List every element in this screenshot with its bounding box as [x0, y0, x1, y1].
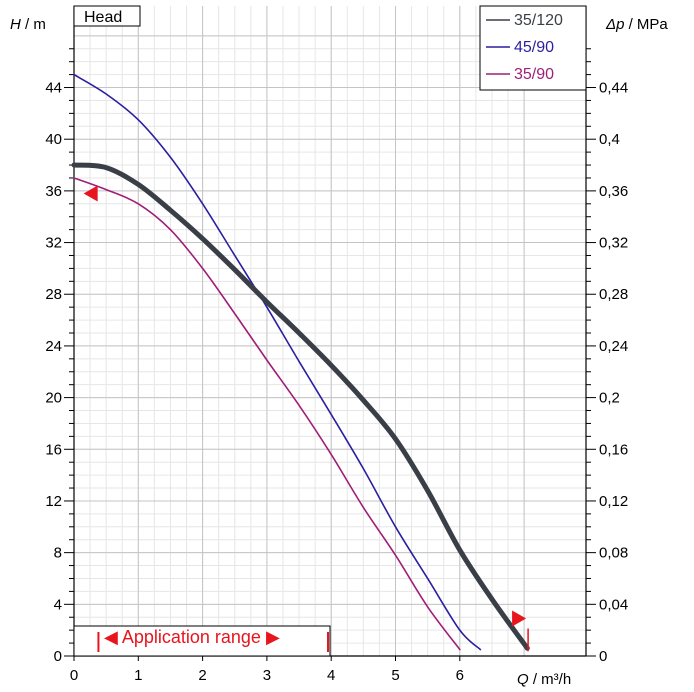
y-tick-label: 0 — [54, 648, 62, 665]
major-grid — [73, 6, 586, 657]
head-title-box: Head — [73, 5, 141, 27]
range-marker-left — [83, 185, 98, 202]
y-tick-label: 16 — [45, 441, 62, 458]
y-tick-label: 40 — [45, 131, 62, 148]
markers — [83, 185, 529, 652]
y2-tick-label: 0,32 — [599, 235, 628, 252]
y2-tick-label: 0,28 — [599, 286, 628, 303]
legend-label-35-120: 35/120 — [514, 12, 563, 29]
y-tick-label: 44 — [45, 80, 62, 97]
y-tick-label: 28 — [45, 286, 62, 303]
y2-tick-label: 0,36 — [599, 183, 628, 200]
y-tick-label: 12 — [45, 493, 62, 510]
y2-tick-label: 0,24 — [599, 338, 628, 355]
x-tick-label: 6 — [456, 667, 464, 684]
legend-label-35-90: 35/90 — [514, 66, 554, 83]
y-tick-label: 32 — [45, 235, 62, 252]
legend-label-45-90: 45/90 — [514, 39, 554, 56]
y2-tick-label: 0,2 — [599, 390, 620, 407]
application-range: ◀ Application range ▶ — [73, 625, 331, 657]
y-tick-label: 4 — [54, 596, 62, 613]
x-tick-label: 4 — [327, 667, 335, 684]
y2-tick-label: 0 — [599, 648, 607, 665]
series-line-35-90 — [73, 177, 461, 651]
x-tick-label: 3 — [263, 667, 271, 684]
application-range-label: ◀ Application range ▶ — [104, 627, 280, 647]
y2-tick-label: 0,16 — [599, 441, 628, 458]
legend: 35/120 45/90 35/90 — [479, 5, 587, 91]
x-tick-label: 0 — [70, 667, 78, 684]
y-tick-label: 20 — [45, 390, 62, 407]
y2-axis-label: Δp / MPa — [605, 16, 668, 33]
x-axis-label: Q / m³/h — [517, 671, 571, 688]
y2-tick-label: 0,12 — [599, 493, 628, 510]
series-lines — [71, 73, 530, 651]
x-tick-label: 2 — [198, 667, 206, 684]
axes — [73, 6, 587, 657]
series-line-45-90 — [73, 73, 482, 651]
tick-labels: 0 1 2 3 4 5 604812162024283236404400,040,080,1… — [45, 48, 628, 684]
y2-tick-label: 0,44 — [599, 80, 628, 97]
minor-grid — [73, 6, 586, 657]
y-tick-label: 24 — [45, 338, 62, 355]
y2-tick-label: 0,04 — [599, 596, 628, 613]
y-axis-label: H / m — [10, 16, 46, 33]
range-marker-right — [512, 610, 527, 627]
series-line-35-120 — [71, 162, 530, 651]
x-tick-label: 5 — [391, 667, 399, 684]
chart-title: Head — [84, 9, 122, 26]
x-tick-label: 1 — [134, 667, 142, 684]
y-tick-label: 8 — [54, 545, 62, 562]
y2-tick-label: 0,4 — [599, 131, 620, 148]
y2-tick-label: 0,08 — [599, 545, 628, 562]
y-tick-label: 36 — [45, 183, 62, 200]
